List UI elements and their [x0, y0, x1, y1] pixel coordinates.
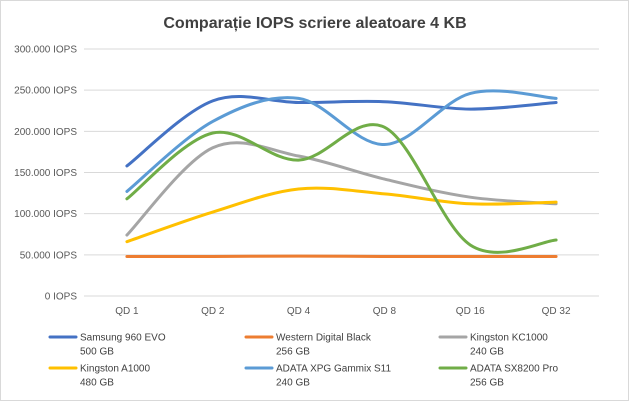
series-line-adata-xpg-gammix-s11 — [127, 91, 556, 192]
y-tick-label: 300.000 IOPS — [14, 45, 77, 56]
gridlines — [84, 49, 599, 296]
y-tick-label: 200.000 IOPS — [14, 127, 77, 138]
y-tick-label: 0 IOPS — [45, 292, 78, 303]
x-tick-label: QD 2 — [201, 306, 225, 317]
y-tick-label: 100.000 IOPS — [14, 209, 77, 220]
legend-label: Kingston KC1000 — [470, 333, 548, 344]
chart-title: Comparație IOPS scriere aleatoare 4 KB — [163, 15, 466, 32]
legend-capacity: 256 GB — [276, 347, 310, 358]
y-tick-label: 150.000 IOPS — [14, 168, 77, 179]
legend-capacity: 480 GB — [80, 378, 114, 389]
legend: Samsung 960 EVO 500 GB Western Digital Bla… — [50, 333, 558, 389]
y-tick-label: 250.000 IOPS — [14, 86, 77, 97]
y-axis-ticks: 0 IOPS 50.000 IOPS 100.000 IOPS 150.000 IOP… — [14, 45, 77, 303]
series-line-kingston-a1000 — [127, 188, 556, 242]
x-tick-label: QD 4 — [287, 306, 311, 317]
legend-label: Kingston A1000 — [80, 364, 150, 375]
x-axis-ticks: QD 1 QD 2 QD 4 QD 8 QD 16 QD 32 — [115, 306, 571, 317]
legend-label: Western Digital Black — [276, 333, 372, 344]
x-tick-label: QD 16 — [456, 306, 485, 317]
x-tick-label: QD 32 — [542, 306, 571, 317]
legend-label: ADATA SX8200 Pro — [470, 364, 558, 375]
series-lines — [127, 91, 556, 257]
legend-capacity: 500 GB — [80, 347, 114, 358]
legend-capacity: 240 GB — [470, 347, 504, 358]
legend-label: ADATA XPG Gammix S11 — [276, 364, 391, 375]
legend-capacity: 240 GB — [276, 378, 310, 389]
x-tick-label: QD 8 — [373, 306, 397, 317]
x-tick-label: QD 1 — [115, 306, 139, 317]
legend-capacity: 256 GB — [470, 378, 504, 389]
y-tick-label: 50.000 IOPS — [20, 250, 78, 261]
legend-label: Samsung 960 EVO — [80, 333, 166, 344]
